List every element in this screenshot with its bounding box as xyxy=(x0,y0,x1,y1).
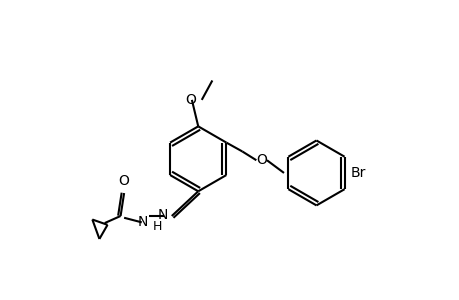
Text: O: O xyxy=(185,93,196,107)
Text: O: O xyxy=(256,153,267,167)
Text: H: H xyxy=(152,220,162,233)
Text: O: O xyxy=(118,174,129,188)
Text: N: N xyxy=(157,208,167,222)
Text: N: N xyxy=(137,215,147,230)
Text: Br: Br xyxy=(350,166,365,180)
